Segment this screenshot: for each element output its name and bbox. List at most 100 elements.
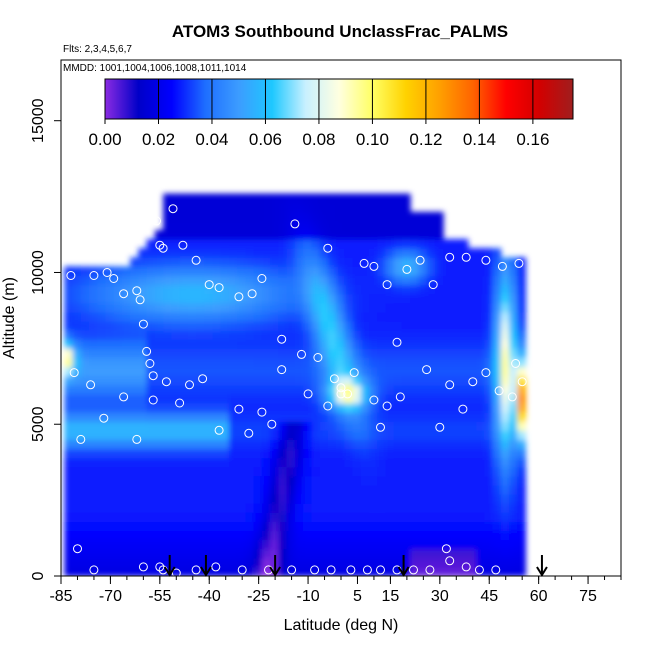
heatmap-cell [418, 211, 428, 222]
heatmap-cell [146, 293, 156, 304]
heatmap-cell [484, 539, 494, 550]
heatmap-cell [294, 475, 304, 486]
heatmap-cell [212, 384, 222, 395]
heatmap-cell [261, 257, 271, 267]
heatmap-cell [500, 566, 510, 576]
heatmap-cell [393, 521, 403, 532]
heatmap-cell [80, 475, 90, 486]
heatmap-cell [163, 448, 172, 459]
heatmap-cell [154, 512, 164, 522]
heatmap-cell [278, 403, 288, 413]
heatmap-cell [410, 248, 419, 258]
heatmap-cell [138, 375, 148, 386]
heatmap-cell [204, 202, 214, 213]
heatmap-cell [336, 430, 345, 440]
heatmap-cell [492, 548, 502, 559]
heatmap-cell [163, 284, 172, 295]
heatmap-cell [278, 557, 288, 568]
heatmap-cell [105, 439, 115, 450]
heatmap-cell [146, 430, 156, 440]
heatmap-cell [179, 257, 189, 267]
heatmap-cell [426, 475, 436, 486]
heatmap-cell [72, 330, 82, 340]
heatmap-cell [311, 348, 321, 359]
heatmap-cell [410, 366, 419, 377]
heatmap-cell [105, 412, 115, 422]
heatmap-cell [517, 375, 526, 386]
heatmap-cell [171, 193, 181, 204]
heatmap-cell [377, 339, 386, 349]
heatmap-cell [64, 403, 74, 413]
heatmap-cell [401, 220, 411, 231]
heatmap-cell [484, 439, 494, 450]
heatmap-cell [476, 539, 485, 550]
heatmap-cell [500, 375, 510, 386]
heatmap-cell [154, 266, 164, 277]
heatmap-cell [89, 275, 98, 286]
heatmap-cell [418, 448, 428, 459]
heatmap-cell [451, 339, 461, 349]
heatmap-cell [237, 311, 246, 322]
heatmap-cell [410, 448, 419, 459]
heatmap-cell [385, 503, 395, 513]
heatmap-cell [130, 275, 139, 286]
heatmap-cell [311, 339, 321, 349]
heatmap-cell [327, 448, 337, 459]
heatmap-cell [484, 503, 494, 513]
heatmap-cell [253, 339, 263, 349]
heatmap-cell [196, 484, 205, 495]
heatmap-cell [187, 375, 197, 386]
heatmap-cell [459, 393, 469, 404]
heatmap-cell [270, 193, 279, 204]
heatmap-cell [121, 475, 131, 486]
heatmap-cell [130, 330, 139, 340]
heatmap-cell [492, 357, 502, 368]
heatmap-cell [434, 266, 444, 277]
heatmap-cell [434, 330, 444, 340]
heatmap-cell [385, 275, 395, 286]
heatmap-cell [426, 457, 436, 468]
heatmap-cell [369, 293, 378, 304]
heatmap-cell [476, 503, 485, 513]
heatmap-cell [459, 548, 469, 559]
heatmap-cell [97, 384, 106, 395]
heatmap-cell [237, 321, 246, 331]
heatmap-cell [113, 512, 123, 522]
heatmap-cell [80, 439, 90, 450]
heatmap-cell [336, 193, 345, 204]
heatmap-cell [146, 503, 156, 513]
heatmap-cell [212, 484, 222, 495]
heatmap-cell [294, 557, 304, 568]
heatmap-cell [294, 230, 304, 240]
heatmap-cell [336, 448, 345, 459]
colorbar-tick-label: 0.00 [88, 130, 121, 149]
heatmap-cell [344, 393, 354, 404]
heatmap-cell [426, 248, 436, 258]
heatmap-cell [410, 557, 419, 568]
heatmap-cell [204, 239, 214, 249]
heatmap-cell [319, 248, 329, 258]
heatmap-cell [303, 466, 312, 477]
heatmap-cell [492, 448, 502, 459]
heatmap-cell [492, 330, 502, 340]
heatmap-cell [138, 311, 148, 322]
heatmap-cell [294, 220, 304, 231]
heatmap-cell [443, 548, 452, 559]
heatmap-cell [509, 448, 518, 459]
heatmap-cell [261, 366, 271, 377]
heatmap-cell [179, 512, 189, 522]
heatmap-cell [344, 475, 354, 486]
heatmap-cell [212, 357, 222, 368]
heatmap-cell [220, 266, 230, 277]
heatmap-cell [451, 421, 461, 431]
heatmap-cell [410, 539, 419, 550]
heatmap-cell [179, 266, 189, 277]
sample-point [494, 386, 504, 396]
heatmap-cell [179, 566, 189, 576]
heatmap-cell [261, 393, 271, 404]
sample-point [497, 261, 507, 271]
heatmap-cell [138, 330, 148, 340]
heatmap-cell [517, 339, 526, 349]
sample-point [204, 280, 214, 290]
heatmap-cell [319, 494, 329, 504]
